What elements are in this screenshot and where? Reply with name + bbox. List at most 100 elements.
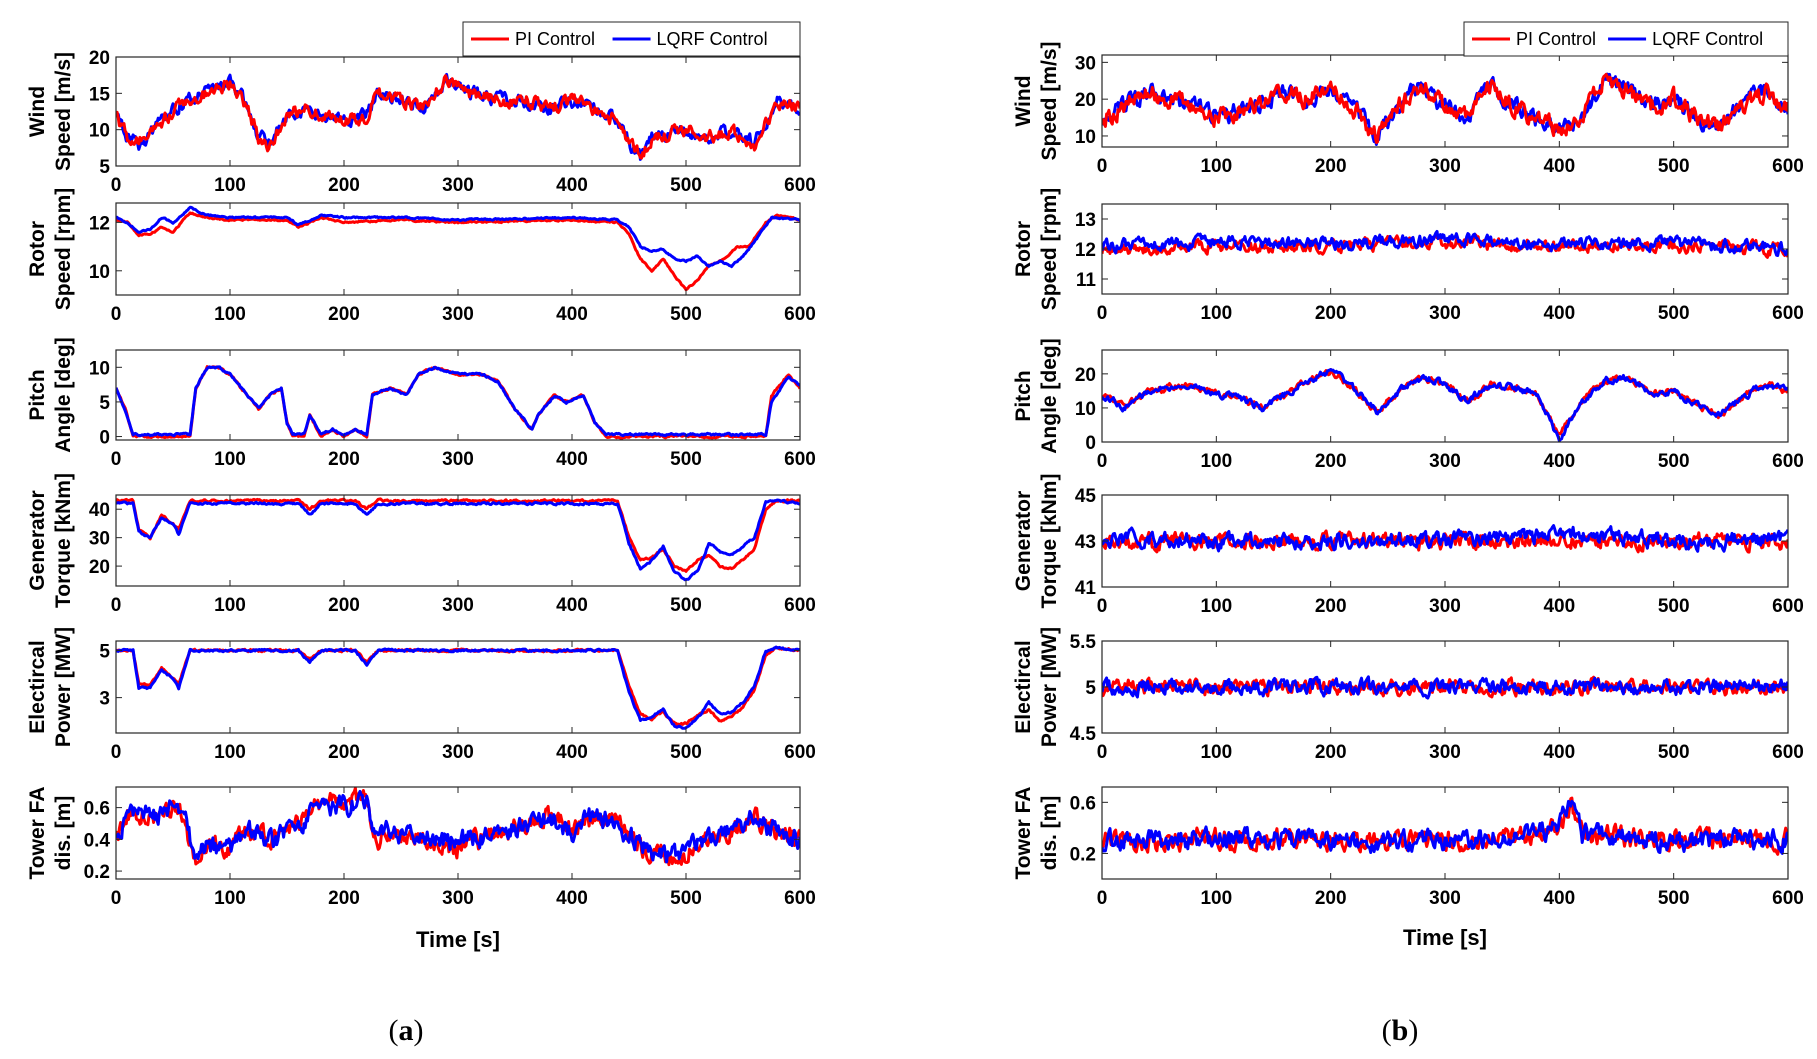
- x-tick-label: 300: [442, 888, 474, 909]
- x-tick-label: 100: [214, 304, 246, 325]
- x-tick-label: 100: [1200, 156, 1232, 177]
- series-line-pi: [116, 74, 800, 160]
- y-tick-label: 45: [1075, 486, 1097, 507]
- y-tick-label: 11: [1076, 270, 1097, 291]
- x-tick-label: 600: [784, 742, 816, 763]
- x-tick-label: 500: [1658, 596, 1690, 617]
- y-tick-label: 0.6: [84, 799, 110, 820]
- series-line-lqrf: [116, 498, 800, 582]
- x-tick-label: 300: [442, 449, 474, 470]
- x-tick-label: 200: [328, 449, 360, 470]
- subplot-b-5: 4.5 5 5.5 0 100 200 300 400 500 600 Electircal Powe…: [1012, 627, 1804, 763]
- x-tick-label: 600: [784, 888, 816, 909]
- x-tick-label: 100: [1200, 742, 1232, 763]
- x-tick-label: 600: [1772, 888, 1804, 909]
- x-tick-label: 100: [1200, 888, 1232, 909]
- y-tick-label: 12: [89, 213, 110, 234]
- y-tick-label: 5: [99, 641, 110, 662]
- y-axis-label: Generator: [1012, 491, 1035, 591]
- x-tick-label: 300: [442, 742, 474, 763]
- x-tick-label: 600: [784, 595, 816, 616]
- x-tick-label: 100: [214, 449, 246, 470]
- x-tick-label: 0: [111, 742, 122, 763]
- x-tick-label: 0: [1097, 596, 1108, 617]
- y-tick-label: 5: [99, 393, 110, 414]
- subplot-b-2: 11 12 13 0 100 200 300 400 500 600 Rotor Speed [rpm…: [1012, 188, 1804, 324]
- y-tick-label: 0.2: [1070, 844, 1096, 865]
- y-tick-label: 5: [1085, 678, 1096, 699]
- subplot-b-6: 0.2 0.6 0 100 200 300 400 500 600 Tower FA dis. [m…: [1012, 786, 1804, 909]
- x-tick-label: 200: [328, 742, 360, 763]
- legend-entry-label: PI Control: [1516, 29, 1596, 49]
- x-tick-label: 500: [670, 449, 702, 470]
- series-group: [116, 72, 800, 161]
- y-axis-label: Speed [rpm]: [1038, 188, 1061, 311]
- y-tick-label: 0.6: [1070, 793, 1096, 814]
- x-tick-label: 200: [1315, 303, 1347, 324]
- y-axis-label: Torque [kNm]: [1038, 474, 1061, 609]
- legend-entry-label: LQRF Control: [657, 29, 768, 49]
- y-tick-label: 20: [89, 557, 110, 578]
- x-tick-label: 300: [442, 304, 474, 325]
- x-tick-label: 0: [111, 304, 122, 325]
- y-tick-label: 0: [99, 428, 110, 449]
- y-axis-label: Rotor: [26, 221, 49, 277]
- subplot-a-5: 3 5 0 100 200 300 400 500 600 Electircal Power [MW…: [26, 627, 816, 763]
- x-tick-label: 300: [1429, 451, 1461, 472]
- y-axis-label: Speed [m/s]: [52, 52, 75, 171]
- x-tick-label: 600: [1772, 303, 1804, 324]
- y-axis-label: Angle [deg]: [52, 337, 75, 453]
- x-tick-label: 100: [1200, 303, 1232, 324]
- x-tick-label: 400: [556, 449, 588, 470]
- x-tick-label: 300: [1429, 156, 1461, 177]
- x-tick-label: 0: [111, 888, 122, 909]
- x-tick-label: 500: [670, 175, 702, 196]
- x-tick-label: 600: [1772, 596, 1804, 617]
- y-tick-label: 5.5: [1070, 632, 1097, 653]
- x-tick-label: 600: [1772, 451, 1804, 472]
- x-tick-label: 500: [1658, 888, 1690, 909]
- y-axis-label: Power [MW]: [1038, 627, 1061, 747]
- y-tick-label: 12: [1075, 240, 1096, 261]
- x-tick-label: 200: [1315, 742, 1347, 763]
- y-axis-label: Torque [kNm]: [52, 473, 75, 608]
- x-tick-label: 100: [1200, 451, 1232, 472]
- y-axis-label: dis. [m]: [52, 796, 75, 871]
- y-tick-label: 10: [89, 262, 110, 283]
- x-tick-label: 100: [1200, 596, 1232, 617]
- y-axis-label: Tower FA: [26, 787, 49, 880]
- panel-caption: (a): [389, 1014, 424, 1047]
- legend-entry-label: PI Control: [515, 29, 595, 49]
- y-tick-label: 13: [1075, 210, 1096, 231]
- x-tick-label: 300: [1429, 596, 1461, 617]
- y-axis-label: Electircal: [26, 640, 49, 733]
- series-group: [1102, 675, 1788, 700]
- y-axis-label: Wind: [26, 86, 49, 137]
- x-tick-label: 0: [111, 449, 122, 470]
- x-tick-label: 100: [214, 175, 246, 196]
- x-tick-label: 500: [1658, 156, 1690, 177]
- x-tick-label: 500: [670, 888, 702, 909]
- x-tick-label: 200: [328, 595, 360, 616]
- subplot-a-6: 0.2 0.4 0.6 0 100 200 300 400 500 600 Tower FA dis.…: [26, 786, 816, 909]
- x-tick-label: 500: [670, 595, 702, 616]
- y-tick-label: 0: [1085, 433, 1096, 454]
- legend: PI Control LQRF Control: [1463, 21, 1789, 57]
- y-axis-label: Speed [m/s]: [1038, 41, 1061, 160]
- y-axis-label: Pitch: [26, 369, 49, 420]
- y-tick-label: 0.2: [84, 862, 110, 883]
- x-tick-label: 100: [214, 742, 246, 763]
- x-tick-label: 200: [328, 175, 360, 196]
- y-tick-label: 5: [99, 157, 110, 178]
- panel-caption: (b): [1382, 1014, 1419, 1047]
- x-tick-label: 200: [1315, 888, 1347, 909]
- y-axis-label: Angle [deg]: [1038, 338, 1061, 454]
- x-tick-label: 0: [1097, 888, 1108, 909]
